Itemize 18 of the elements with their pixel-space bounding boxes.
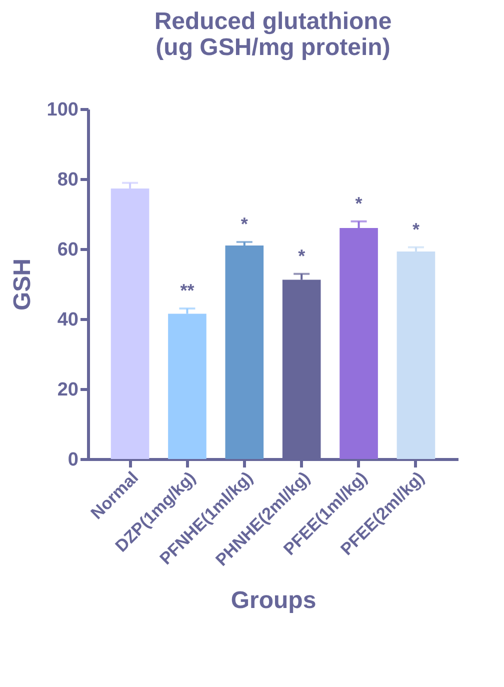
annotation: *	[412, 219, 420, 240]
bar	[110, 188, 150, 459]
y-tick-label: 20	[57, 380, 78, 400]
bar	[168, 314, 206, 459]
bar	[396, 251, 436, 459]
y-tick-label: 80	[57, 170, 78, 190]
annotation: **	[180, 280, 194, 300]
y-tick-label: 40	[57, 310, 78, 330]
bar	[225, 246, 264, 459]
annotation: *	[240, 214, 248, 234]
y-axis-title: GSH	[8, 258, 36, 311]
chart-title: Reduced glutathione (ug GSH/mg protein)	[154, 8, 392, 61]
y-tick-label: 60	[57, 240, 78, 260]
y-tick-label: 0	[68, 450, 78, 470]
annotation: *	[355, 193, 362, 214]
y-tick-label: 100	[46, 100, 78, 120]
annotation: *	[298, 246, 306, 266]
x-axis-title: Groups	[230, 586, 316, 614]
